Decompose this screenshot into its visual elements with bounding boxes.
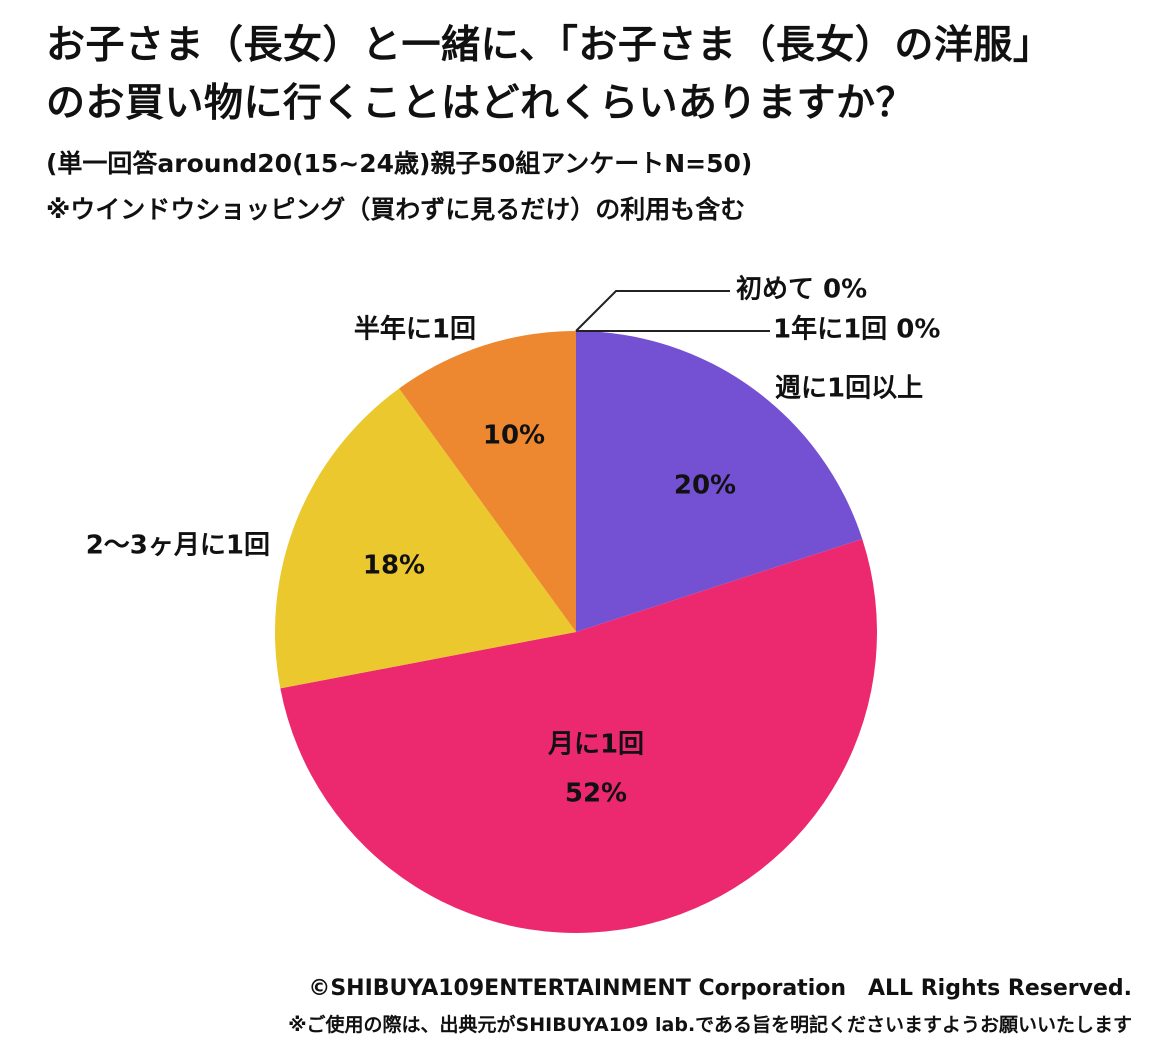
pie-slice xyxy=(280,538,877,933)
slice-value-label: 10% xyxy=(483,421,545,451)
slice-label: 週に1回以上 xyxy=(775,374,923,404)
pie-slice xyxy=(275,388,576,689)
slice-label: 初めて 0% xyxy=(736,275,867,305)
slice-label: 月に1回 xyxy=(547,730,644,760)
pie-slice xyxy=(399,331,576,632)
chart-subtitle-line-2: ※ウインドウショッピング（買わずに見るだけ）の利用も含む xyxy=(46,195,746,224)
slice-value-label: 52% xyxy=(565,779,627,809)
chart-title-line-1: お子さま（長女）と一緒に、「お子さま（長女）の洋服」 xyxy=(46,23,1053,68)
chart-subtitle-line-1: (単一回答around20(15~24歳)親子50組アンケートN=50) xyxy=(46,149,753,178)
leader-line-first-time xyxy=(575,290,730,332)
copyright-notice: ©SHIBUYA109ENTERTAINMENT Corporation ALL… xyxy=(308,976,1132,1001)
chart-title-line-2: のお買い物に行くことはどれくらいありますか？ xyxy=(46,81,916,126)
pie-slice xyxy=(576,331,863,632)
slice-label: 半年に1回 xyxy=(354,314,476,345)
slice-value-label: 20% xyxy=(674,471,736,501)
slice-label: 2〜3ヶ月に1回 xyxy=(86,531,270,561)
slice-value-label: 18% xyxy=(363,551,425,581)
usage-notice: ※ご使用の際は、出典元がSHIBUYA109 lab.である旨を明記くださいます… xyxy=(288,1014,1132,1036)
slice-label: 1年に1回 0% xyxy=(773,314,940,345)
